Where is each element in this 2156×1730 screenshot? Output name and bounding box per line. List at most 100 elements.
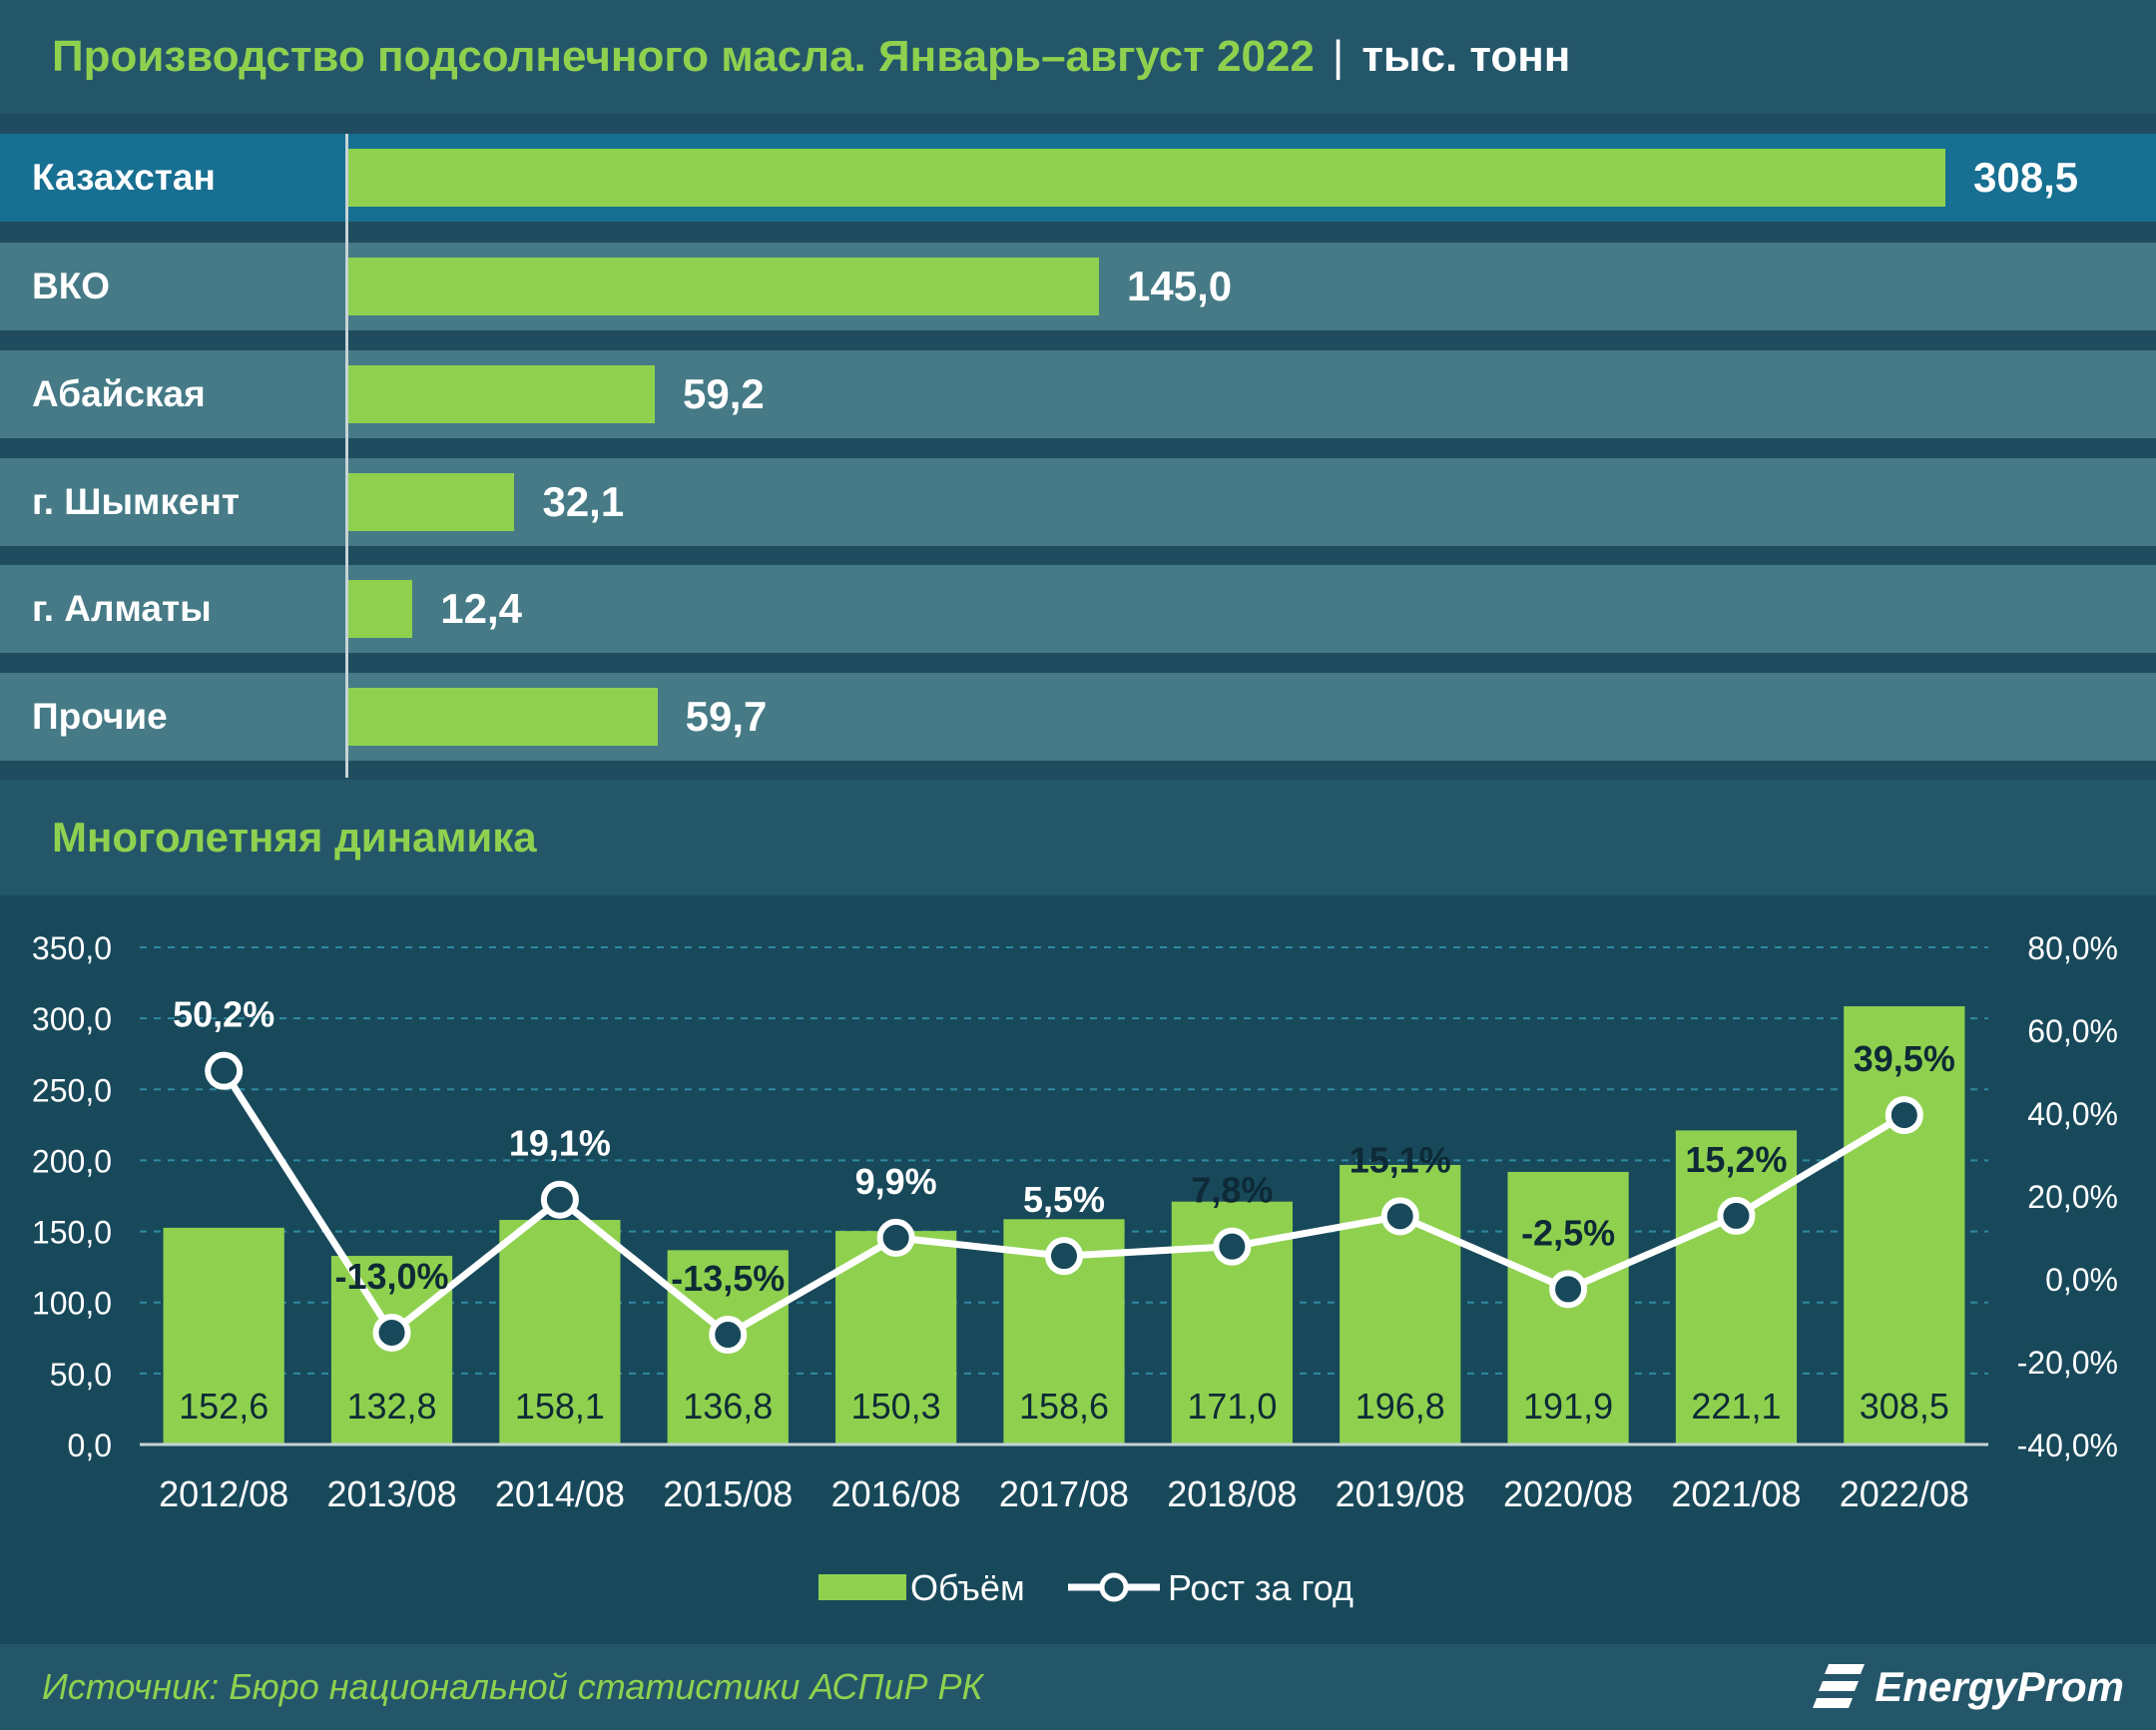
region-label: ВКО xyxy=(32,266,111,306)
growth-label: 15,2% xyxy=(1685,1139,1787,1180)
y-tick-label: 0,0 xyxy=(68,1428,112,1463)
footer: Источник: Бюро национальной статистики А… xyxy=(0,1644,2156,1730)
region-label: Абайская xyxy=(32,373,206,414)
region-row: Прочие 59,7 xyxy=(0,673,2156,761)
region-bar xyxy=(348,473,515,531)
y2-tick-label: 40,0% xyxy=(2027,1096,2118,1132)
volume-bar-label: 152,6 xyxy=(179,1386,269,1427)
growth-point xyxy=(1885,1096,1923,1135)
region-bar xyxy=(348,149,1945,207)
section-header: Многолетняя динамика xyxy=(0,780,2156,895)
logo-text: EnergyProm xyxy=(1875,1663,2124,1710)
region-label: г. Алматы xyxy=(32,588,212,629)
energyprom-logo: EnergyProm xyxy=(1811,1658,2124,1716)
growth-label: -13,5% xyxy=(671,1258,785,1299)
y-tick-label: 350,0 xyxy=(32,930,112,966)
bars-axis-line xyxy=(345,134,348,778)
volume-bar-label: 221,1 xyxy=(1691,1386,1781,1427)
region-value-label: 59,7 xyxy=(685,693,768,740)
region-value-label: 32,1 xyxy=(542,478,625,525)
unit-label: тыс. тонн xyxy=(1361,32,1571,81)
growth-point xyxy=(1717,1196,1756,1235)
title-separator: | xyxy=(1332,32,1345,81)
x-tick-label: 2022/08 xyxy=(1840,1473,1969,1514)
y-tick-label: 150,0 xyxy=(32,1215,112,1251)
growth-label: -2,5% xyxy=(1521,1212,1615,1253)
growth-point xyxy=(540,1180,579,1219)
dynamics-combo-chart: 0,0 50,0 100,0 150,0 200,0 250,0 300,0 350,0 -40… xyxy=(32,930,2118,1608)
y-tick-label: 300,0 xyxy=(32,1001,112,1037)
growth-label: 50,2% xyxy=(173,994,274,1035)
y2-tick-label: -20,0% xyxy=(2017,1345,2118,1381)
x-tick-label: 2019/08 xyxy=(1336,1473,1465,1514)
y2-tick-label: 60,0% xyxy=(2027,1013,2118,1049)
growth-label: 9,9% xyxy=(855,1161,937,1202)
volume-bar-label: 136,8 xyxy=(683,1386,773,1427)
legend-volume-label: Объём xyxy=(910,1567,1025,1608)
y-tick-label: 100,0 xyxy=(32,1286,112,1322)
x-tick-label: 2016/08 xyxy=(831,1473,961,1514)
volume-bar xyxy=(1507,1171,1629,1444)
y-tick-label: 50,0 xyxy=(50,1357,112,1393)
volume-bar-label: 158,1 xyxy=(515,1386,605,1427)
x-tick-label: 2013/08 xyxy=(326,1473,456,1514)
region-row: г. Алматы 12,4 xyxy=(0,565,2156,653)
volume-bar xyxy=(163,1227,284,1444)
growth-label: 5,5% xyxy=(1023,1179,1105,1220)
legend-volume-swatch xyxy=(818,1574,906,1600)
dynamics-chart-panel: 0,0 50,0 100,0 150,0 200,0 250,0 300,0 350,0 -40… xyxy=(0,895,2156,1644)
x-tick-label: 2014/08 xyxy=(495,1473,625,1514)
region-label: г. Шымкент xyxy=(32,481,240,522)
region-row: Казахстан 308,5 xyxy=(0,134,2156,222)
x-tick-label: 2018/08 xyxy=(1167,1473,1297,1514)
growth-label: -13,0% xyxy=(335,1256,449,1297)
y2-tick-label: 0,0% xyxy=(2045,1262,2118,1298)
region-value-label: 145,0 xyxy=(1127,263,1233,309)
logo-mark-icon xyxy=(1813,1664,1866,1708)
header: Производство подсолнечного масла. Январь… xyxy=(0,0,2156,114)
growth-point xyxy=(709,1316,748,1355)
y-tick-label: 200,0 xyxy=(32,1143,112,1179)
volume-bar-label: 150,3 xyxy=(851,1386,941,1427)
growth-label: 15,1% xyxy=(1349,1139,1451,1180)
growth-point xyxy=(372,1313,411,1352)
regions-bar-chart: Казахстан 308,5 ВКО 145,0 Абайская 59,2 г. Шым… xyxy=(0,114,2156,780)
x-tick-label: 2012/08 xyxy=(159,1473,288,1514)
legend-growth-label: Рост за год xyxy=(1168,1567,1353,1608)
growth-label: 7,8% xyxy=(1191,1170,1273,1211)
region-value-label: 59,2 xyxy=(683,370,765,417)
growth-point xyxy=(1549,1270,1588,1309)
growth-point xyxy=(1045,1237,1083,1276)
volume-bar-label: 171,0 xyxy=(1187,1386,1277,1427)
region-row: Абайская 59,2 xyxy=(0,350,2156,438)
y2-tick-label: 20,0% xyxy=(2027,1179,2118,1215)
growth-point xyxy=(876,1218,915,1257)
volume-bar-label: 308,5 xyxy=(1860,1386,1949,1427)
section-title: Многолетняя динамика xyxy=(52,814,537,861)
x-tick-label: 2021/08 xyxy=(1671,1473,1801,1514)
volume-bar xyxy=(499,1220,621,1444)
volume-bar-label: 196,8 xyxy=(1355,1386,1445,1427)
region-bar xyxy=(348,580,413,638)
y-tick-label: 250,0 xyxy=(32,1072,112,1108)
x-tick-label: 2017/08 xyxy=(999,1473,1129,1514)
volume-bar xyxy=(835,1231,957,1444)
page-title: Производство подсолнечного масла. Январь… xyxy=(52,32,1315,81)
region-bar xyxy=(348,365,656,423)
x-tick-label: 2020/08 xyxy=(1503,1473,1633,1514)
region-label: Прочие xyxy=(32,696,168,737)
region-bar xyxy=(348,688,658,746)
volume-bar-label: 132,8 xyxy=(346,1386,436,1427)
growth-point xyxy=(1380,1197,1419,1236)
source-note: Источник: Бюро национальной статистики А… xyxy=(42,1666,983,1707)
growth-label: 19,1% xyxy=(509,1123,611,1164)
growth-point xyxy=(1213,1227,1252,1266)
volume-bar xyxy=(1844,1006,1965,1444)
growth-point xyxy=(205,1051,244,1090)
region-bar xyxy=(348,258,1100,315)
region-value-label: 12,4 xyxy=(440,585,523,632)
region-row: г. Шымкент 32,1 xyxy=(0,458,2156,546)
legend-growth-marker xyxy=(1099,1572,1129,1602)
growth-label: 39,5% xyxy=(1854,1038,1955,1079)
